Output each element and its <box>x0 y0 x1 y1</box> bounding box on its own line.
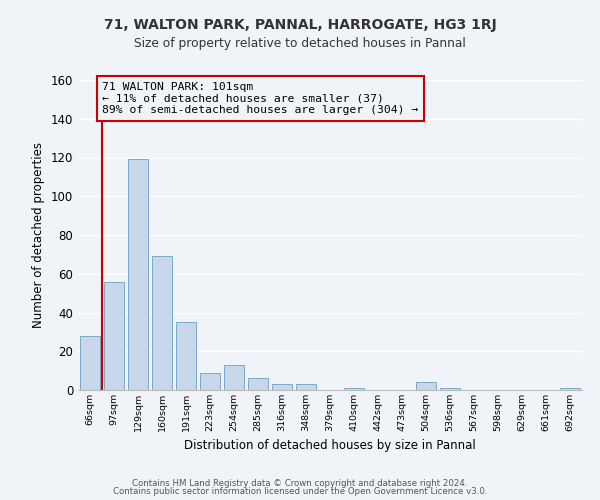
Text: Contains HM Land Registry data © Crown copyright and database right 2024.: Contains HM Land Registry data © Crown c… <box>132 478 468 488</box>
Bar <box>272 384 292 390</box>
X-axis label: Distribution of detached houses by size in Pannal: Distribution of detached houses by size … <box>184 440 476 452</box>
Bar <box>200 372 220 390</box>
Text: Size of property relative to detached houses in Pannal: Size of property relative to detached ho… <box>134 38 466 51</box>
Bar <box>344 388 364 390</box>
Text: Contains public sector information licensed under the Open Government Licence v3: Contains public sector information licen… <box>113 487 487 496</box>
Text: 71 WALTON PARK: 101sqm
← 11% of detached houses are smaller (37)
89% of semi-det: 71 WALTON PARK: 101sqm ← 11% of detached… <box>103 82 419 115</box>
Bar <box>560 388 580 390</box>
Bar <box>152 256 172 390</box>
Bar <box>104 282 124 390</box>
Bar <box>296 384 316 390</box>
Bar <box>176 322 196 390</box>
Bar <box>80 336 100 390</box>
Bar <box>416 382 436 390</box>
Y-axis label: Number of detached properties: Number of detached properties <box>32 142 45 328</box>
Bar <box>224 365 244 390</box>
Bar <box>248 378 268 390</box>
Text: 71, WALTON PARK, PANNAL, HARROGATE, HG3 1RJ: 71, WALTON PARK, PANNAL, HARROGATE, HG3 … <box>104 18 496 32</box>
Bar <box>128 160 148 390</box>
Bar <box>440 388 460 390</box>
